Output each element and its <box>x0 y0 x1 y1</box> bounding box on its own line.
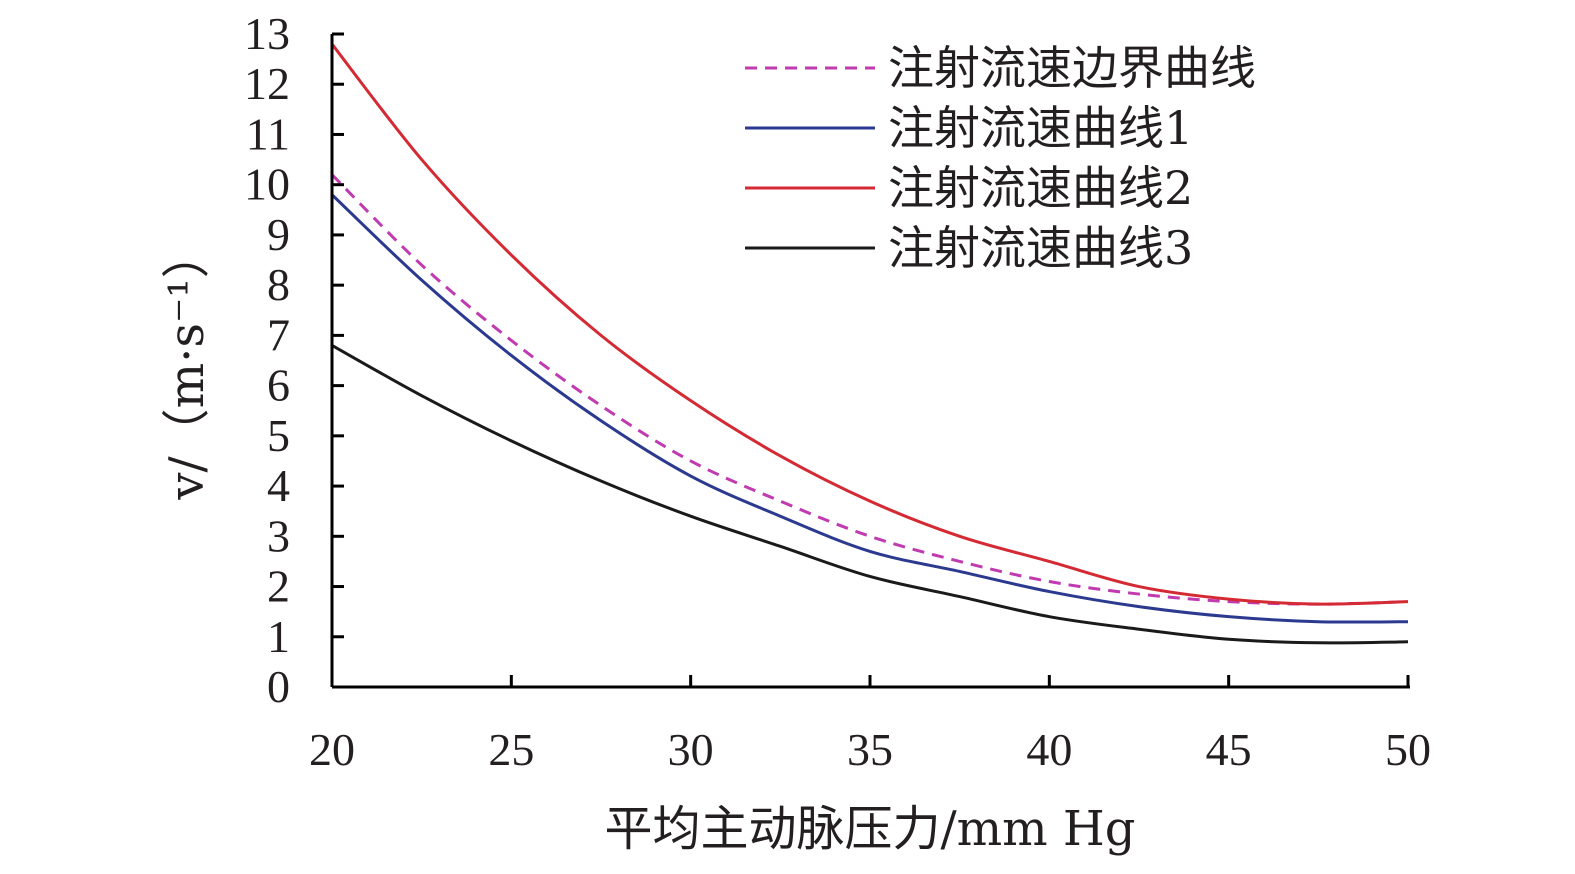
x-tick-label: 30 <box>668 724 714 775</box>
y-tick-label: 12 <box>244 58 290 109</box>
x-tick-label: 20 <box>309 724 355 775</box>
series-line-3 <box>330 43 1409 606</box>
y-tick-label: 7 <box>267 309 290 360</box>
x-tick-label: 45 <box>1206 724 1252 775</box>
y-tick-label: 5 <box>267 410 290 461</box>
series-line-1 <box>330 173 1409 606</box>
y-tick-label: 2 <box>267 561 290 612</box>
x-tick-label: 35 <box>847 724 893 775</box>
x-tick-label: 50 <box>1385 724 1431 775</box>
x-ticks: 20 25 30 35 40 45 50 <box>309 675 1431 775</box>
axes <box>330 34 1410 689</box>
y-axis-title: v/（m·s⁻¹） <box>159 230 215 500</box>
y-tick-label: 6 <box>267 360 290 411</box>
series-line-4 <box>331 344 1409 645</box>
y-tick-label: 1 <box>267 611 290 662</box>
y-tick-label: 11 <box>246 108 290 159</box>
x-tick-label: 40 <box>1026 724 1072 775</box>
legend-label-3: 注射流速曲线2 <box>888 161 1193 215</box>
series-layer <box>330 43 1409 645</box>
y-tick-label: 0 <box>267 661 290 712</box>
x-axis-title: 平均主动脉压力/mm Hg <box>604 801 1135 857</box>
legend-label-4: 注射流速曲线3 <box>888 221 1193 275</box>
legend-label-1: 注射流速边界曲线 <box>888 41 1256 95</box>
y-tick-label: 10 <box>244 159 290 210</box>
x-tick-label: 25 <box>488 724 534 775</box>
y-tick-label: 13 <box>244 8 290 59</box>
y-tick-label: 8 <box>267 259 290 310</box>
y-tick-label: 3 <box>267 510 290 561</box>
series-line-2 <box>330 193 1409 624</box>
legend-label-2: 注射流速曲线1 <box>888 101 1193 155</box>
y-tick-label: 9 <box>267 209 290 260</box>
y-tick-label: 4 <box>267 460 290 511</box>
